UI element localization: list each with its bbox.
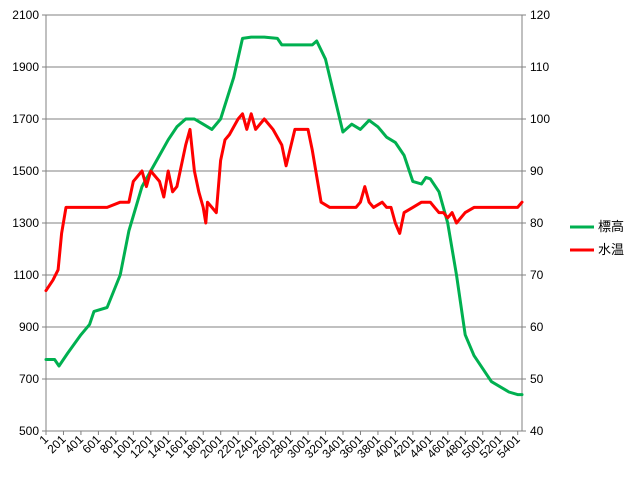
- series-line-1: [46, 114, 522, 291]
- y2-tick-label-40: 40: [530, 424, 544, 438]
- axis-layer: 5007009001100130015001700190021004050607…: [12, 8, 550, 461]
- y2-tick-label-70: 70: [530, 268, 544, 282]
- y-tick-label-1100: 1100: [13, 268, 39, 282]
- y2-tick-label-80: 80: [530, 216, 544, 230]
- y-tick-label-1700: 1700: [12, 112, 39, 126]
- legend-label-0: 標高: [598, 219, 624, 235]
- y-tick-label-1500: 1500: [12, 164, 39, 178]
- y2-tick-label-110: 110: [530, 60, 549, 74]
- y2-tick-label-100: 100: [530, 112, 550, 126]
- y2-tick-label-120: 120: [530, 8, 550, 22]
- series-layer: [46, 37, 522, 395]
- y2-tick-label-60: 60: [530, 320, 544, 334]
- y-tick-label-1300: 1300: [12, 216, 39, 230]
- y-tick-label-900: 900: [19, 320, 39, 334]
- y-tick-label-700: 700: [19, 372, 39, 386]
- y-tick-label-2100: 2100: [12, 8, 39, 22]
- y2-tick-label-90: 90: [530, 164, 544, 178]
- y-tick-label-1900: 1900: [12, 60, 39, 74]
- legend-label-1: 水温: [598, 243, 624, 258]
- grid-layer: [46, 15, 522, 379]
- y2-tick-label-50: 50: [530, 372, 544, 386]
